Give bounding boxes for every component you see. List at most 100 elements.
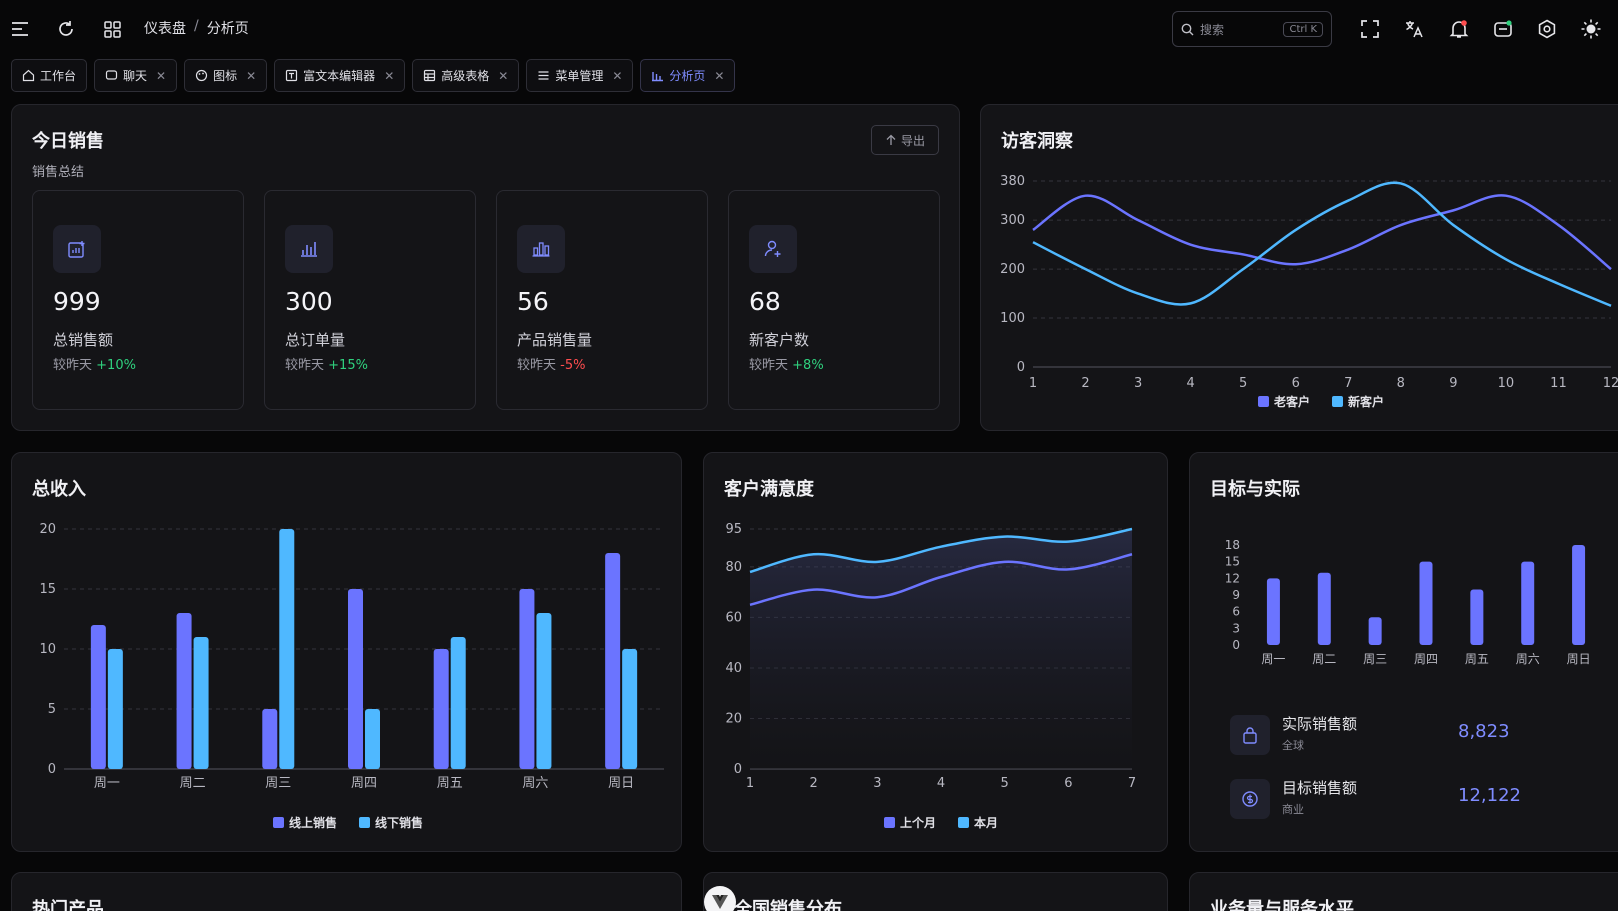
row-label: 实际销售额 <box>1282 715 1358 733</box>
bar-chart-icon <box>652 72 664 82</box>
bar-chart-icon <box>285 225 333 273</box>
x-tick-label: 5 <box>1001 776 1009 791</box>
bar <box>1368 617 1382 645</box>
tab-chat[interactable]: 聊天 ✕ <box>94 59 178 92</box>
close-icon[interactable]: ✕ <box>714 68 725 83</box>
message-icon[interactable] <box>1489 15 1517 43</box>
stat-compare: 较昨天 +15% <box>285 358 368 373</box>
chart-legend: 线上销售 线下销售 <box>273 814 423 831</box>
search-icon <box>1181 23 1194 35</box>
bar <box>262 709 278 769</box>
target-sales-row: 目标销售额 商业 12,122 <box>1230 775 1530 823</box>
x-tick-label: 7 <box>1344 376 1352 391</box>
tab-label: 菜单管理 <box>555 69 604 83</box>
table-icon <box>424 69 436 82</box>
notification-bell-icon[interactable] <box>1445 15 1473 43</box>
y-tick-label: 300 <box>1000 213 1025 228</box>
visitor-insights-card: 访客洞察 0 100 200 300 380 1 2 3 4 5 6 7 8 9 10 11 12 老客户 新客… <box>980 104 1618 431</box>
y-tick-label: 5 <box>48 702 56 717</box>
x-tick-label: 周一 <box>1261 652 1285 666</box>
stat-change: +10% <box>96 358 136 373</box>
bar <box>176 613 192 769</box>
palette-icon <box>195 69 208 82</box>
x-tick-label: 8 <box>1397 376 1405 391</box>
x-tick-label: 周六 <box>522 776 548 791</box>
translate-icon[interactable] <box>1400 15 1428 43</box>
fullscreen-icon[interactable] <box>1356 15 1384 43</box>
breadcrumb-item-dashboard[interactable]: 仪表盘 <box>144 21 186 37</box>
close-icon[interactable]: ✕ <box>246 68 257 83</box>
y-tick-label: 10 <box>39 642 56 657</box>
tab-analysis[interactable]: 分析页 ✕ <box>640 59 736 92</box>
close-icon[interactable]: ✕ <box>384 68 395 83</box>
x-tick-label: 4 <box>1186 376 1194 391</box>
service-level-card: 业务量与服务水平 <box>1189 872 1618 911</box>
bar <box>348 589 363 769</box>
card-title: 客户满意度 <box>724 479 814 500</box>
bar <box>1419 561 1433 645</box>
bar <box>433 649 449 769</box>
x-tick-label: 周四 <box>351 776 377 791</box>
x-tick-label: 9 <box>1449 376 1457 391</box>
tab-rich-text-editor[interactable]: 富文本编辑器 ✕ <box>274 59 406 92</box>
close-icon[interactable]: ✕ <box>156 68 167 83</box>
legend-item[interactable]: 新客户 <box>1332 393 1384 410</box>
x-tick-label: 2 <box>1081 376 1089 391</box>
chart-legend: 上个月 本月 <box>884 814 998 831</box>
bar <box>1317 572 1331 645</box>
legend-item[interactable]: 线上销售 <box>273 814 337 831</box>
breadcrumb-item-analysis[interactable]: 分析页 <box>206 21 249 37</box>
stat-change: +15% <box>328 358 368 373</box>
y-tick-label: 380 <box>1000 174 1025 189</box>
y-tick-label: 100 <box>1000 311 1025 326</box>
stat-label: 产品销售量 <box>517 331 593 349</box>
legend-item[interactable]: 线下销售 <box>359 814 423 831</box>
search-placeholder: 搜索 <box>1200 22 1225 37</box>
tab-workbench[interactable]: 工作台 <box>11 59 88 92</box>
refresh-icon[interactable] <box>52 15 80 43</box>
x-tick-label: 6 <box>1064 776 1072 791</box>
series-line <box>1032 181 1612 307</box>
x-tick-label: 4 <box>937 776 945 791</box>
close-icon[interactable]: ✕ <box>498 68 509 83</box>
x-tick-label: 周二 <box>180 776 206 791</box>
y-tick-label: 0 <box>1017 360 1025 375</box>
row-label: 目标销售额 <box>1282 779 1358 797</box>
breadcrumb-separator: / <box>194 18 199 34</box>
tab-label: 工作台 <box>40 69 77 83</box>
user-add-icon <box>749 225 797 273</box>
stat-card-product-sales: 56 产品销售量 较昨天 -5% <box>496 190 708 410</box>
bar <box>90 625 106 769</box>
y-tick-label: 18 <box>1225 538 1240 552</box>
x-tick-label: 周二 <box>1312 652 1336 666</box>
tab-advanced-table[interactable]: 高级表格 ✕ <box>412 59 520 92</box>
x-tick-label: 周四 <box>1414 652 1438 666</box>
satisfaction-area-chart: 0 20 40 60 80 95 1 2 3 4 5 6 7 <box>725 522 1136 791</box>
theme-sun-icon[interactable] <box>1577 15 1605 43</box>
tab-icons[interactable]: 图标 ✕ <box>184 59 268 92</box>
x-tick-label: 11 <box>1550 376 1567 391</box>
settings-icon[interactable] <box>1533 15 1561 43</box>
search-shortcut: Ctrl K <box>1283 21 1323 37</box>
bar <box>536 613 552 769</box>
dollar-icon <box>1230 779 1270 819</box>
legend-item[interactable]: 本月 <box>958 814 998 831</box>
stat-label: 新客户数 <box>749 331 810 349</box>
search-box[interactable]: 搜索 Ctrl K <box>1172 11 1332 47</box>
series-line <box>749 553 1133 607</box>
close-icon[interactable]: ✕ <box>612 68 623 83</box>
row-sub: 商业 <box>1282 803 1304 816</box>
tab-label: 富文本编辑器 <box>303 69 376 83</box>
menu-icon[interactable] <box>6 15 34 43</box>
legend-item[interactable]: 上个月 <box>884 814 936 831</box>
legend-item[interactable]: 老客户 <box>1258 393 1310 410</box>
grid-icon[interactable] <box>98 15 126 43</box>
tab-menu-management[interactable]: 菜单管理 ✕ <box>526 59 634 92</box>
export-button[interactable]: 导出 <box>871 125 939 155</box>
y-tick-label: 0 <box>734 762 742 777</box>
vue-logo-icon[interactable] <box>704 886 736 911</box>
x-tick-label: 周一 <box>94 776 120 791</box>
stat-value: 56 <box>517 287 549 316</box>
chat-icon <box>105 70 118 80</box>
